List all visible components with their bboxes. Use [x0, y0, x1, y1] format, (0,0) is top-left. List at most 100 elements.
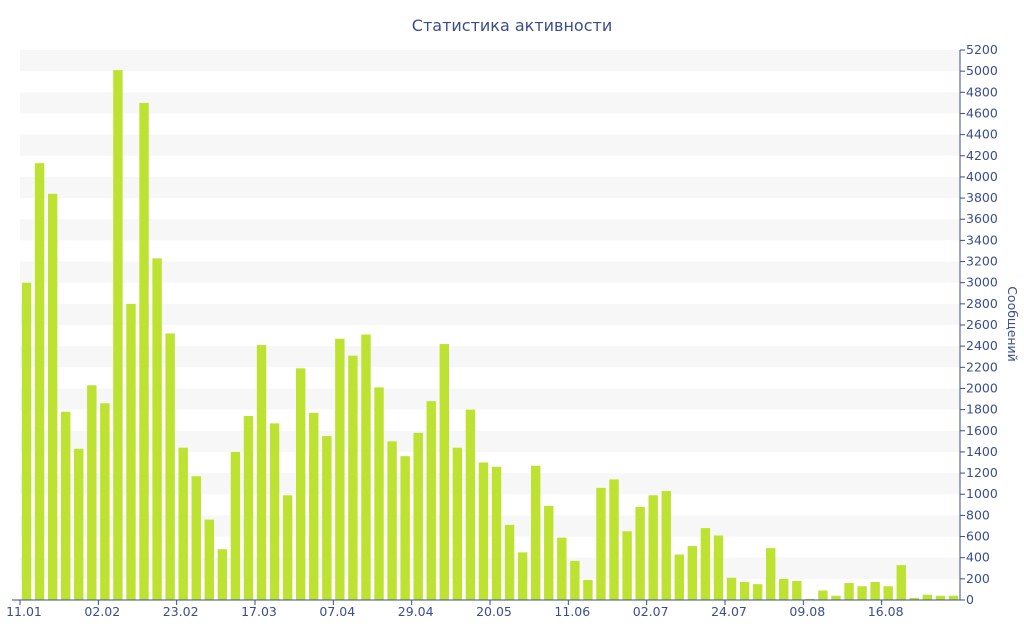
bar	[348, 355, 358, 600]
bar	[256, 345, 267, 600]
x-tick-label: 02.02	[84, 604, 120, 619]
bar	[465, 409, 476, 600]
bar	[596, 487, 606, 600]
bar	[139, 102, 149, 600]
bar	[557, 537, 567, 600]
bar	[609, 479, 619, 600]
grid-band	[20, 176, 960, 199]
bar	[700, 528, 711, 600]
y-tick-label: 2800	[966, 296, 998, 311]
bar	[361, 334, 371, 600]
x-tick-label: 07.04	[319, 604, 355, 619]
x-tick-label: 24.07	[711, 604, 747, 619]
bar	[713, 535, 724, 600]
bar	[831, 595, 841, 600]
y-tick-label: 4800	[966, 84, 998, 99]
bar	[387, 441, 397, 600]
y-tick-label: 1600	[966, 423, 998, 438]
bar	[100, 403, 110, 600]
bar	[491, 466, 502, 600]
bar	[413, 432, 423, 600]
bar	[322, 436, 332, 600]
y-tick-label: 3200	[966, 254, 998, 269]
y-tick-label: 600	[966, 529, 990, 544]
bar	[452, 447, 463, 600]
bar	[504, 524, 515, 600]
bar	[530, 465, 541, 600]
grid-bands	[20, 50, 960, 579]
x-tick-label: 09.08	[789, 604, 825, 619]
y-tick-label: 5000	[966, 63, 998, 78]
grid-band	[20, 473, 960, 495]
bar	[765, 548, 776, 600]
x-tick-label: 11.01	[6, 604, 42, 619]
y-tick-label: 3000	[966, 275, 998, 290]
bar	[230, 451, 241, 600]
x-tick-label: 23.02	[163, 604, 199, 619]
y-tick-label: 4400	[966, 127, 998, 142]
bar	[113, 70, 123, 601]
bar	[648, 495, 658, 600]
x-tick-label: 29.04	[398, 604, 434, 619]
bar	[739, 582, 750, 600]
y-tick-label: 1800	[966, 402, 998, 417]
bar	[870, 582, 880, 600]
bar	[544, 505, 554, 600]
y-tick-label: 1000	[966, 486, 998, 501]
bar	[674, 554, 685, 600]
bar	[896, 565, 906, 600]
y-tick-label: 2200	[966, 359, 998, 374]
bar	[243, 415, 254, 600]
bar	[374, 387, 384, 600]
x-axis-ticks: 11.01 02.02 23.02 17.03 07.04 29.04 20.05 11.06…	[6, 600, 904, 619]
y-tick-label: 4000	[966, 169, 998, 184]
bar	[857, 586, 867, 600]
bar	[152, 258, 162, 600]
bar	[191, 476, 201, 600]
y-tick-label: 2000	[966, 380, 998, 395]
bar	[818, 590, 828, 600]
y-tick-label: 3600	[966, 211, 998, 226]
bar	[204, 519, 215, 600]
bar	[570, 560, 580, 600]
bar	[60, 411, 71, 600]
grid-band	[20, 50, 960, 72]
bar	[165, 333, 175, 600]
y-tick-label: 1200	[966, 465, 998, 480]
bar	[269, 423, 280, 600]
bar	[726, 577, 737, 600]
x-tick-label: 11.06	[554, 604, 590, 619]
y-tick-label: 0	[966, 592, 974, 607]
bar	[34, 163, 45, 600]
bar	[883, 586, 893, 600]
bar-series	[21, 70, 959, 601]
bar	[844, 583, 854, 600]
y-axis-ticks: 0 200 400 600 800 1000 1200 1400 1600 1800 2000 220…	[960, 42, 998, 607]
bar	[935, 595, 946, 600]
bar	[517, 552, 528, 600]
y-tick-label: 2400	[966, 338, 998, 353]
bar	[126, 303, 136, 600]
x-tick-label: 20.05	[476, 604, 512, 619]
bar	[335, 338, 345, 600]
bar	[661, 491, 671, 600]
y-tick-label: 200	[966, 571, 990, 586]
x-tick-label: 02.07	[633, 604, 669, 619]
y-tick-label: 3400	[966, 232, 998, 247]
bar	[622, 531, 632, 600]
grid-band	[20, 515, 960, 537]
bar	[478, 462, 489, 600]
grid-band	[20, 303, 960, 325]
grid-band	[20, 134, 960, 156]
bar	[400, 456, 410, 600]
bar	[295, 368, 306, 600]
bar	[309, 412, 319, 600]
bar	[21, 282, 32, 600]
bar	[948, 595, 959, 600]
bar	[87, 385, 97, 600]
bar	[792, 580, 802, 600]
y-tick-label: 1400	[966, 444, 998, 459]
bar	[282, 495, 293, 600]
